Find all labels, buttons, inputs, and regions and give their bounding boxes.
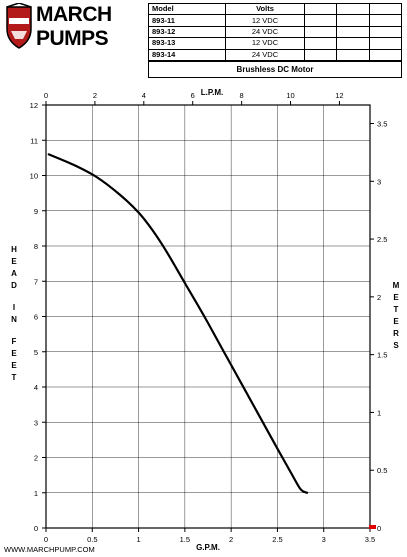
model-cell: 893-12 [148,25,226,39]
y-tick-label: 7 [34,277,38,286]
march-pumps-logo: MARCH PUMPS [5,3,133,51]
right-tick-label: 1 [377,408,381,417]
spec-table: Model Volts 893-11 12 VDC 893-12 24 VDC … [148,2,403,62]
right-tick-label: 3.5 [377,119,387,128]
table-row: 893-12 24 VDC [148,25,403,39]
empty-cell [368,25,403,39]
right-axis-label-char: S [393,341,399,350]
y-tick-label: 5 [34,348,38,357]
x-tick-label: 1.5 [180,535,190,544]
top-tick-label: 12 [335,91,343,100]
top-tick-label: 6 [191,91,195,100]
table-row: 893-14 24 VDC [148,48,403,62]
right-tick-label: 2.5 [377,235,387,244]
axis-ticks [42,101,374,532]
motor-label: Brushless DC Motor [148,61,402,78]
brand-line-2: PUMPS [36,27,109,50]
top-tick-label: 4 [142,91,146,100]
top-tick-label: 8 [240,91,244,100]
y-axis-label-char: E [11,361,17,370]
model-cell: 893-14 [148,48,226,62]
y-axis-label-char: D [11,281,17,290]
y-tick-label: 12 [30,101,38,110]
right-tick-label: 0 [377,524,381,533]
right-tick-label: 0.5 [377,466,387,475]
table-row: 893-13 12 VDC [148,37,403,50]
website-url: WWW.MARCHPUMP.COM [4,545,95,554]
right-axis-label-char: T [394,305,399,314]
y-tick-label: 1 [34,489,38,498]
y-tick-label: 3 [34,418,38,427]
y-axis-label-char: A [11,269,17,278]
x-tick-label: 0 [44,535,48,544]
y-axis-label-char: E [11,349,17,358]
right-tick-label: 1.5 [377,351,387,360]
y-axis-label-char: I [13,303,15,312]
right-axis-label-char: M [393,281,400,290]
x-tick-label: 0.5 [87,535,97,544]
x-tick-label: 3 [322,535,326,544]
x-tick-label: 3.5 [365,535,375,544]
right-axis-label-char: E [393,317,399,326]
volts-cell: 24 VDC [225,25,305,39]
y-axis-label-char: T [12,373,17,382]
y-tick-label: 2 [34,454,38,463]
y-tick-label: 10 [30,172,38,181]
empty-cell [368,48,403,62]
shield-icon [6,3,32,49]
y-tick-label: 9 [34,207,38,216]
y-axis-label-char: F [12,337,17,346]
top-tick-label: 0 [44,91,48,100]
grid [45,104,371,529]
right-tick-label: 3 [377,177,381,186]
y-tick-label: 0 [34,524,38,533]
y-axis-label-char: H [11,245,17,254]
y-tick-label: 8 [34,242,38,251]
right-tick-label: 2 [377,293,381,302]
top-tick-label: 2 [93,91,97,100]
y-axis-label-char: N [11,315,17,324]
x-tick-label: 1 [136,535,140,544]
y-tick-label: 4 [34,383,38,392]
y-tick-label: 11 [30,136,38,145]
origin-marker [369,525,376,529]
right-axis-label-char: E [393,293,399,302]
top-tick-label: 10 [286,91,294,100]
x-tick-label: 2.5 [272,535,282,544]
performance-curve [47,153,309,494]
x-tick-label: 2 [229,535,233,544]
y-axis-label-char: E [11,257,17,266]
series [47,153,309,494]
y-tick-label: 6 [34,313,38,322]
top-axis-label: L.P.M. [201,88,224,97]
brand-line-1: MARCH [36,3,112,26]
x-axis-label: G.P.M. [196,543,220,552]
right-axis-label-char: R [393,329,399,338]
